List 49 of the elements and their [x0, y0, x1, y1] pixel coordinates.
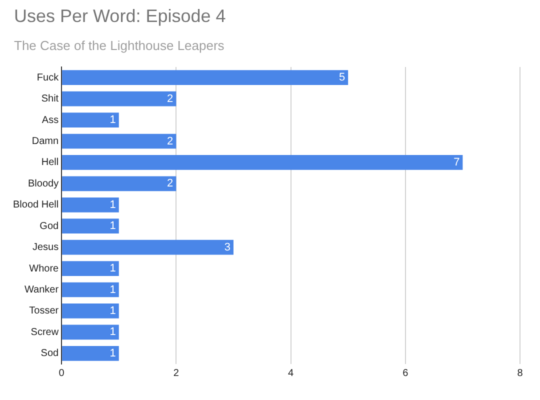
y-tick-label: God [40, 220, 59, 232]
data-label: 1 [110, 304, 116, 317]
y-tick-label: Screw [30, 326, 60, 338]
bar [62, 134, 176, 149]
chart-subtitle: The Case of the Lighthouse Leapers [14, 38, 224, 53]
data-label: 1 [110, 220, 116, 232]
x-tick-label: 2 [173, 368, 180, 379]
bar [62, 304, 119, 318]
data-label: 2 [167, 178, 174, 190]
data-label: 7 [454, 156, 460, 168]
x-tick-label: 4 [288, 368, 294, 379]
y-tick-label: Ass [42, 114, 59, 126]
y-tick-label: Damn [32, 136, 59, 147]
data-label: 3 [224, 241, 230, 254]
bar [62, 197, 119, 212]
data-label: 1 [110, 198, 116, 211]
bar [62, 346, 119, 361]
data-label: 2 [167, 135, 174, 148]
bar [62, 176, 176, 192]
y-tick-label: Blood Hell [12, 200, 59, 211]
bar [62, 155, 463, 170]
y-tick-label: Hell [41, 157, 59, 168]
bar [62, 261, 119, 276]
bar [62, 112, 119, 128]
y-tick-label: Wanker [24, 284, 60, 296]
x-tick-label: 6 [402, 368, 409, 379]
x-tick-label: 8 [517, 368, 524, 379]
y-tick-label: Shit [41, 94, 59, 105]
bar [62, 240, 234, 255]
bar [62, 282, 119, 298]
data-label: 1 [110, 326, 116, 338]
y-tick-label: Jesus [32, 242, 59, 254]
y-tick-label: Tosser [29, 306, 60, 317]
chart-title: Uses Per Word: Episode 4 [14, 6, 226, 27]
x-tick-label: 0 [58, 368, 65, 379]
data-label: 2 [167, 92, 174, 105]
y-tick-label: Sod [40, 348, 59, 360]
data-label: 1 [110, 114, 116, 126]
bar [62, 218, 119, 234]
data-label: 1 [110, 284, 116, 296]
bar [62, 91, 176, 106]
y-tick-label: Bloody [28, 178, 59, 190]
data-label: 1 [110, 347, 116, 360]
data-label: 5 [338, 72, 346, 84]
y-tick-label: Whore [29, 263, 60, 274]
bar [62, 70, 348, 86]
bar [62, 324, 119, 340]
y-tick-label: Fuck [36, 72, 60, 84]
data-label: 1 [110, 262, 116, 275]
